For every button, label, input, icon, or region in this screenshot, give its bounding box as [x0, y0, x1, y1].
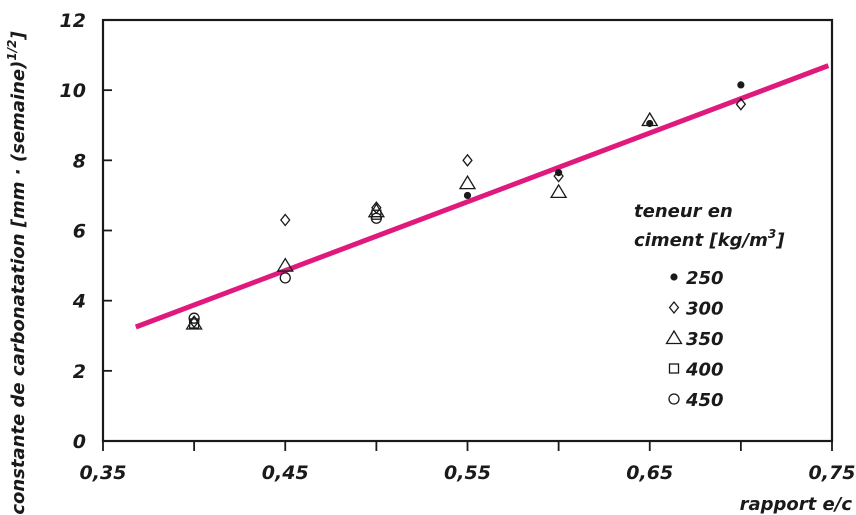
legend-marker-350: [665, 329, 683, 345]
legend-marker-300: [668, 300, 680, 315]
x-tick-label: 0,35: [80, 462, 127, 484]
legend-title-line-1: teneur en: [634, 201, 733, 222]
trend-line-group: [134, 63, 830, 330]
x-tick-label: 0,55: [444, 462, 491, 484]
y-axis-title: constante de carbonatation [mm · (semain…: [5, 31, 29, 515]
trend-line: [134, 63, 830, 330]
x-axis-title: rapport e/c: [740, 494, 853, 515]
y-tick-label: 10: [60, 80, 86, 102]
data-points: [185, 81, 747, 330]
x-tick-label: 0,65: [626, 462, 673, 484]
data-point-350: [276, 257, 294, 272]
legend-title-line-2: ciment [kg/m3]: [634, 227, 785, 251]
data-point-300: [462, 153, 473, 167]
data-point-450: [279, 272, 291, 284]
y-tick-label: 2: [73, 361, 86, 383]
legend-label-350: 350: [686, 329, 724, 350]
data-point-300: [735, 97, 747, 111]
data-point-450: [370, 212, 383, 224]
legend-marker-250: [670, 273, 678, 281]
data-point-300: [188, 315, 200, 329]
data-point-300: [553, 169, 564, 183]
x-tick-label: 0,45: [262, 462, 309, 484]
legend-label-450: 450: [685, 390, 724, 411]
y-axis-ticks: 0 2 4 6 8 10 12: [60, 10, 112, 453]
y-tick-label: 6: [73, 221, 86, 243]
data-point-350: [549, 183, 568, 199]
y-tick-label: 4: [72, 291, 86, 313]
y-tick-label: 12: [60, 10, 86, 32]
x-axis-ticks: 0,35 0,45 0,55 0,65 0,75: [80, 441, 856, 484]
data-point-350: [641, 111, 659, 127]
data-point-250: [463, 191, 472, 200]
data-point-350: [458, 174, 477, 190]
legend-label-300: 300: [686, 299, 724, 320]
legend-label-250: 250: [686, 268, 724, 289]
data-point-300: [280, 213, 291, 227]
data-point-350: [185, 315, 203, 330]
y-tick-label: 0: [73, 431, 86, 453]
data-point-250: [737, 81, 745, 89]
legend-marker-400: [668, 363, 680, 374]
x-tick-label: 0,75: [809, 462, 856, 484]
legend-items: 250 300 350 400 450: [665, 268, 724, 411]
data-point-250: [555, 169, 563, 177]
data-point-400: [188, 318, 200, 329]
y-tick-label: 8: [73, 150, 86, 172]
legend-label-400: 400: [685, 360, 724, 381]
legend-marker-450: [668, 393, 680, 405]
data-point-450: [188, 312, 200, 324]
data-point-400: [371, 209, 382, 220]
legend: teneur en ciment [kg/m3] 250 300 350 400 450: [634, 201, 785, 411]
